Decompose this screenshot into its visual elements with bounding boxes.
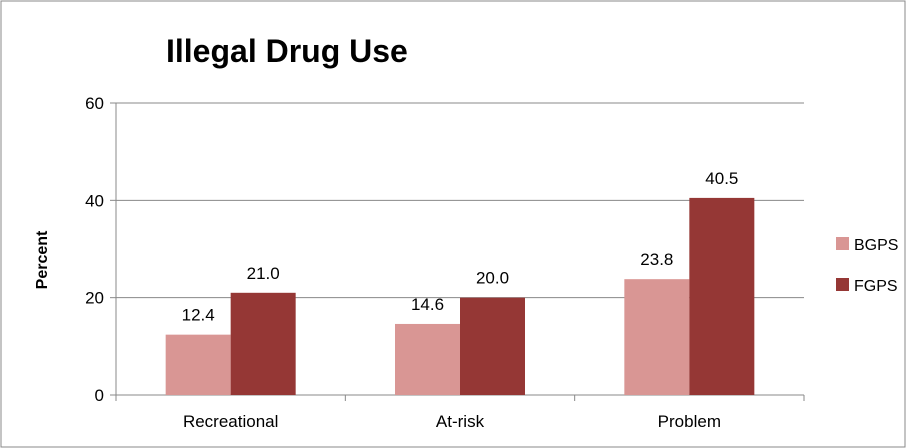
- chart-title: Illegal Drug Use: [166, 33, 408, 69]
- legend-swatch-bgps: [836, 237, 849, 250]
- bar-fgps-at-risk: [460, 297, 525, 395]
- data-label: 40.5: [705, 169, 738, 188]
- x-tick-label: Recreational: [183, 412, 278, 431]
- data-label: 14.6: [411, 295, 444, 314]
- data-label: 20.0: [476, 269, 509, 288]
- y-tick-label: 40: [85, 191, 104, 210]
- y-tick-label: 20: [85, 289, 104, 308]
- bar-bgps-recreational: [165, 334, 231, 395]
- legend-label-fgps: FGPS: [854, 278, 898, 295]
- x-tick-label: Problem: [658, 412, 721, 431]
- bar-fgps-problem: [689, 197, 755, 395]
- legend: BGPS FGPS: [836, 237, 898, 295]
- legend-label-bgps: BGPS: [854, 237, 898, 254]
- bar-bgps-problem: [624, 279, 690, 395]
- data-labels: 12.4 21.0 14.6 20.0 23.8 40.5: [182, 169, 739, 325]
- y-tick-label: 0: [95, 386, 104, 405]
- y-tick-label: 60: [85, 94, 104, 113]
- data-label: 23.8: [640, 250, 673, 269]
- data-label: 12.4: [182, 306, 215, 325]
- bar-bgps-at-risk: [395, 323, 460, 395]
- bar-fgps-recreational: [230, 292, 296, 395]
- axes: 0 20 40 60 Recreational At-risk Problem: [85, 94, 805, 431]
- data-label: 21.0: [247, 264, 280, 283]
- y-axis-label: Percent: [34, 230, 51, 289]
- bars: [165, 197, 755, 395]
- legend-swatch-fgps: [836, 278, 849, 291]
- x-tick-label: At-risk: [436, 412, 485, 431]
